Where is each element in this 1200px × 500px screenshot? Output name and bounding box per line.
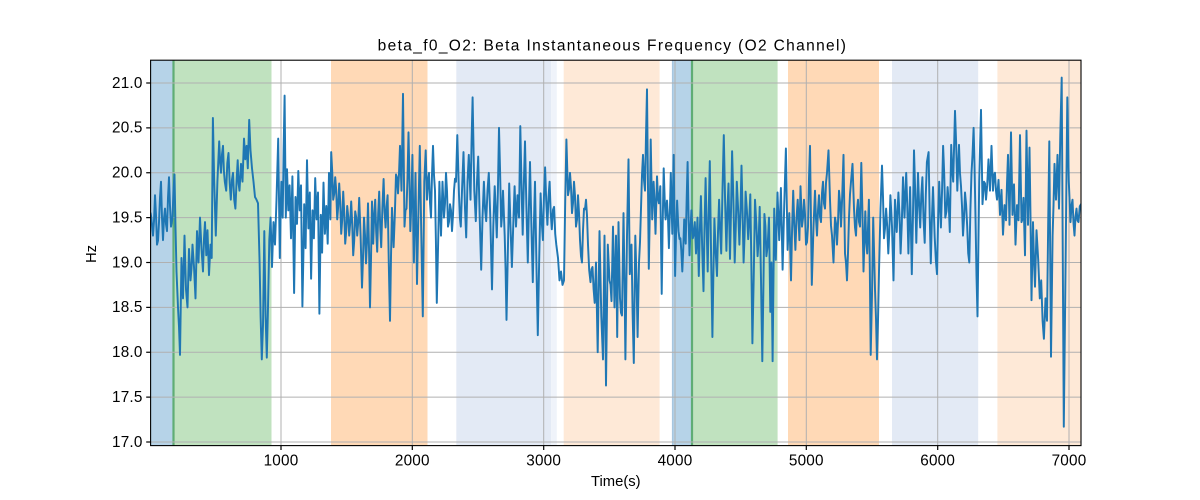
svg-text:20.5: 20.5 [112,120,143,137]
svg-text:6000: 6000 [920,453,955,470]
svg-text:18.0: 18.0 [112,344,143,361]
svg-text:19.5: 19.5 [112,209,143,226]
svg-text:Time(s): Time(s) [591,474,641,490]
svg-text:3000: 3000 [526,453,561,470]
svg-text:17.5: 17.5 [112,389,143,406]
svg-text:5000: 5000 [789,453,824,470]
svg-text:Hz: Hz [84,245,100,263]
svg-text:20.0: 20.0 [112,165,143,182]
svg-text:2000: 2000 [395,453,430,470]
svg-text:4000: 4000 [658,453,693,470]
svg-text:beta_f0_O2: Beta Instantaneous: beta_f0_O2: Beta Instantaneous Frequency… [378,38,848,55]
svg-text:18.5: 18.5 [112,299,143,316]
svg-text:17.0: 17.0 [112,434,143,451]
svg-text:19.0: 19.0 [112,254,143,271]
svg-text:21.0: 21.0 [112,75,143,92]
svg-text:1000: 1000 [264,453,299,470]
svg-text:7000: 7000 [1052,453,1087,470]
